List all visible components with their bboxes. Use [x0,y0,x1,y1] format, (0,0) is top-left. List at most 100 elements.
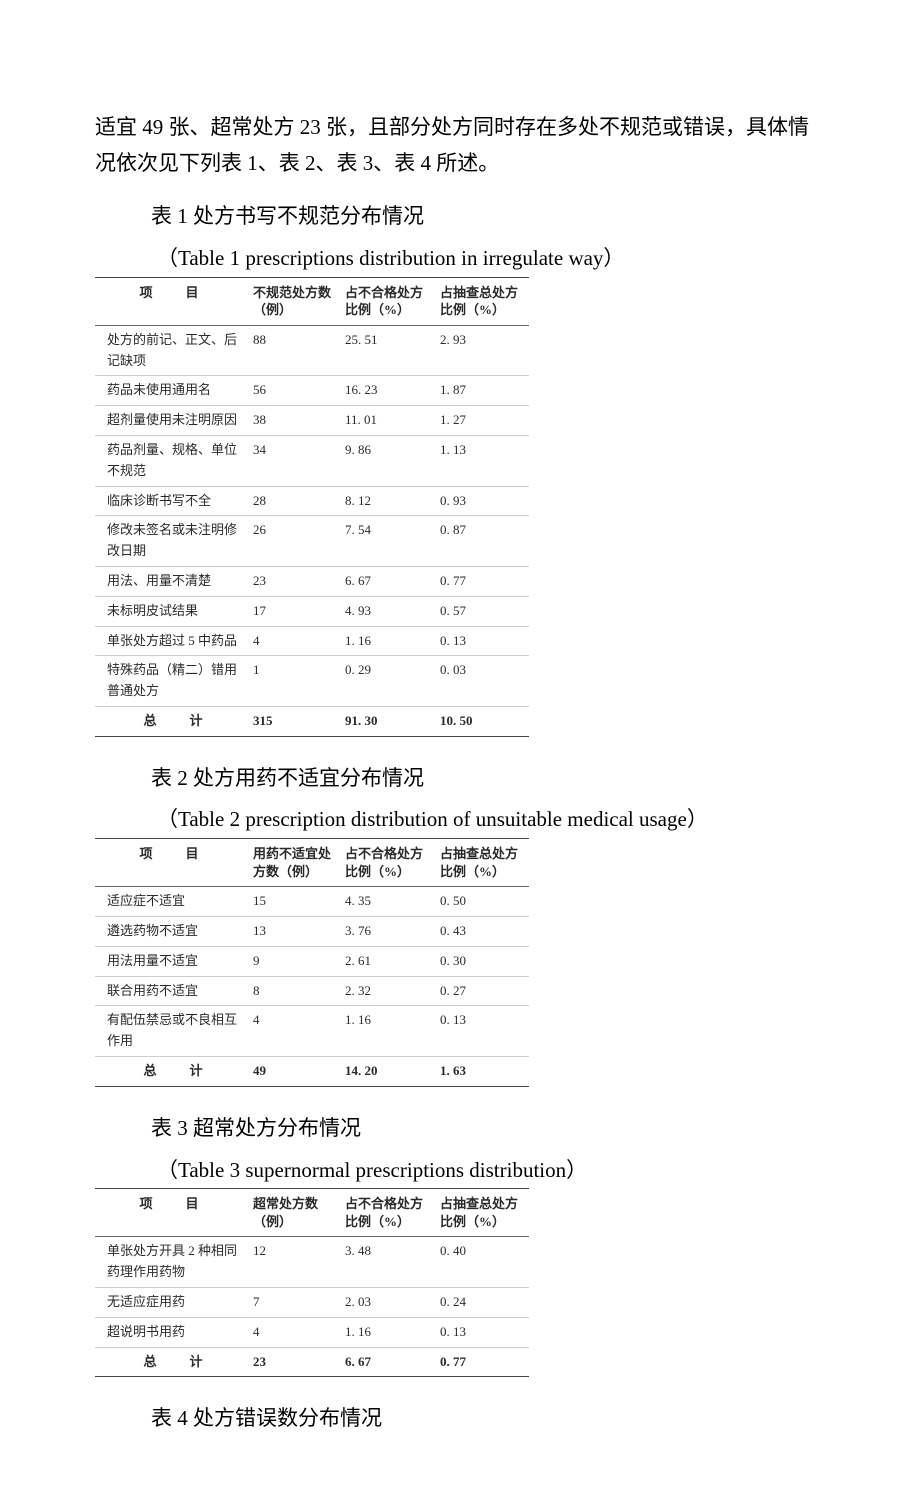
table-cell: 临床诊断书写不全 [95,486,247,516]
table-cell: 13 [247,917,339,947]
table-cell: 28 [247,486,339,516]
table-cell: 遴选药物不适宜 [95,917,247,947]
table-cell: 单张处方开具 2 种相同药理作用药物 [95,1237,247,1288]
table3-caption-cn: 表 3 超常处方分布情况 [95,1111,825,1147]
table3-header-row: 项 目 超常处方数（例） 占不合格处方比例（%） 占抽查总处方比例（%） [95,1189,529,1237]
table-cell: 0. 29 [339,656,434,707]
table1-header-item: 项 目 [95,277,247,325]
table-row: 药品剂量、规格、单位不规范349. 861. 13 [95,436,529,487]
table-cell: 单张处方超过 5 中药品 [95,626,247,656]
table3-body: 单张处方开具 2 种相同药理作用药物123. 480. 40无适应症用药72. … [95,1237,529,1377]
table-cell: 1 [247,656,339,707]
table2-header-count: 用药不适宜处方数（例） [247,839,339,887]
table-cell: 超剂量使用未注明原因 [95,406,247,436]
table-cell: 7. 54 [339,516,434,567]
table-cell: 25. 51 [339,325,434,376]
table-cell: 15 [247,887,339,917]
table-cell: 11. 01 [339,406,434,436]
table-cell: 4. 35 [339,887,434,917]
table-cell: 1. 16 [339,1006,434,1057]
table-row: 联合用药不适宜82. 320. 27 [95,976,529,1006]
table-total-cell: 14. 20 [339,1057,434,1087]
table-row: 有配伍禁忌或不良相互作用41. 160. 13 [95,1006,529,1057]
table2-header-pct1: 占不合格处方比例（%） [339,839,434,887]
table-cell: 未标明皮试结果 [95,596,247,626]
table-row: 遴选药物不适宜133. 760. 43 [95,917,529,947]
table-total-cell: 315 [247,707,339,737]
table-total-cell: 6. 67 [339,1347,434,1377]
table-row: 用法用量不适宜92. 610. 30 [95,946,529,976]
table3-caption-en: （Table 3 supernormal prescriptions distr… [95,1153,825,1189]
table-total-cell: 总 计 [95,1347,247,1377]
table-cell: 0. 03 [434,656,529,707]
table-cell: 0. 24 [434,1287,529,1317]
table-cell: 0. 13 [434,1317,529,1347]
table-cell: 4 [247,1006,339,1057]
table-row: 适应症不适宜154. 350. 50 [95,887,529,917]
table-cell: 0. 13 [434,626,529,656]
table-cell: 4. 93 [339,596,434,626]
table-cell: 12 [247,1237,339,1288]
table-cell: 0. 87 [434,516,529,567]
table-cell: 34 [247,436,339,487]
table-cell: 特殊药品（精二）错用普通处方 [95,656,247,707]
table-row: 用法、用量不清楚236. 670. 77 [95,567,529,597]
table-cell: 0. 30 [434,946,529,976]
table-cell: 0. 93 [434,486,529,516]
table-cell: 8. 12 [339,486,434,516]
table-cell: 6. 67 [339,567,434,597]
table-total-cell: 91. 30 [339,707,434,737]
table-cell: 0. 50 [434,887,529,917]
table4-caption-cn: 表 4 处方错误数分布情况 [95,1401,825,1437]
table-row: 修改未签名或未注明修改日期267. 540. 87 [95,516,529,567]
table-total-cell: 0. 77 [434,1347,529,1377]
table-row: 单张处方超过 5 中药品41. 160. 13 [95,626,529,656]
table-cell: 有配伍禁忌或不良相互作用 [95,1006,247,1057]
table-cell: 用法用量不适宜 [95,946,247,976]
table-total-row: 总 计4914. 201. 63 [95,1057,529,1087]
table1-body: 处方的前记、正文、后记缺项8825. 512. 93药品未使用通用名5616. … [95,325,529,736]
table2-caption-cn: 表 2 处方用药不适宜分布情况 [95,761,825,797]
table-cell: 16. 23 [339,376,434,406]
table-total-cell: 总 计 [95,1057,247,1087]
table-cell: 1. 87 [434,376,529,406]
table3-header-count: 超常处方数（例） [247,1189,339,1237]
table-cell: 9 [247,946,339,976]
table-cell: 适应症不适宜 [95,887,247,917]
table1-caption-cn: 表 1 处方书写不规范分布情况 [95,199,825,235]
table-cell: 无适应症用药 [95,1287,247,1317]
table-row: 未标明皮试结果174. 930. 57 [95,596,529,626]
table2-header-row: 项 目 用药不适宜处方数（例） 占不合格处方比例（%） 占抽查总处方比例（%） [95,839,529,887]
table-cell: 38 [247,406,339,436]
table-total-cell: 总 计 [95,707,247,737]
table3-header-pct2: 占抽查总处方比例（%） [434,1189,529,1237]
table-cell: 处方的前记、正文、后记缺项 [95,325,247,376]
table-cell: 56 [247,376,339,406]
table-cell: 9. 86 [339,436,434,487]
table2: 项 目 用药不适宜处方数（例） 占不合格处方比例（%） 占抽查总处方比例（%） … [95,838,529,1087]
table2-body: 适应症不适宜154. 350. 50遴选药物不适宜133. 760. 43用法用… [95,887,529,1087]
table-row: 无适应症用药72. 030. 24 [95,1287,529,1317]
table2-container: 项 目 用药不适宜处方数（例） 占不合格处方比例（%） 占抽查总处方比例（%） … [95,838,825,1087]
table-total-row: 总 计236. 670. 77 [95,1347,529,1377]
table-total-cell: 1. 63 [434,1057,529,1087]
table-cell: 修改未签名或未注明修改日期 [95,516,247,567]
table3-header-pct1: 占不合格处方比例（%） [339,1189,434,1237]
table-row: 单张处方开具 2 种相同药理作用药物123. 480. 40 [95,1237,529,1288]
table-total-cell: 10. 50 [434,707,529,737]
table-row: 药品未使用通用名5616. 231. 87 [95,376,529,406]
table-cell: 药品未使用通用名 [95,376,247,406]
table-cell: 2. 61 [339,946,434,976]
intro-paragraph: 适宜 49 张、超常处方 23 张，且部分处方同时存在多处不规范或错误，具体情况… [95,110,825,181]
table-cell: 用法、用量不清楚 [95,567,247,597]
table1-caption-en: （Table 1 prescriptions distribution in i… [95,241,825,277]
table-cell: 1. 27 [434,406,529,436]
table-total-cell: 23 [247,1347,339,1377]
table-cell: 1. 16 [339,626,434,656]
table-cell: 2. 93 [434,325,529,376]
table-cell: 联合用药不适宜 [95,976,247,1006]
table1-header-pct1: 占不合格处方比例（%） [339,277,434,325]
table1: 项 目 不规范处方数（例） 占不合格处方比例（%） 占抽查总处方比例（%） 处方… [95,277,529,737]
table2-header-item: 项 目 [95,839,247,887]
table1-header-pct2: 占抽查总处方比例（%） [434,277,529,325]
